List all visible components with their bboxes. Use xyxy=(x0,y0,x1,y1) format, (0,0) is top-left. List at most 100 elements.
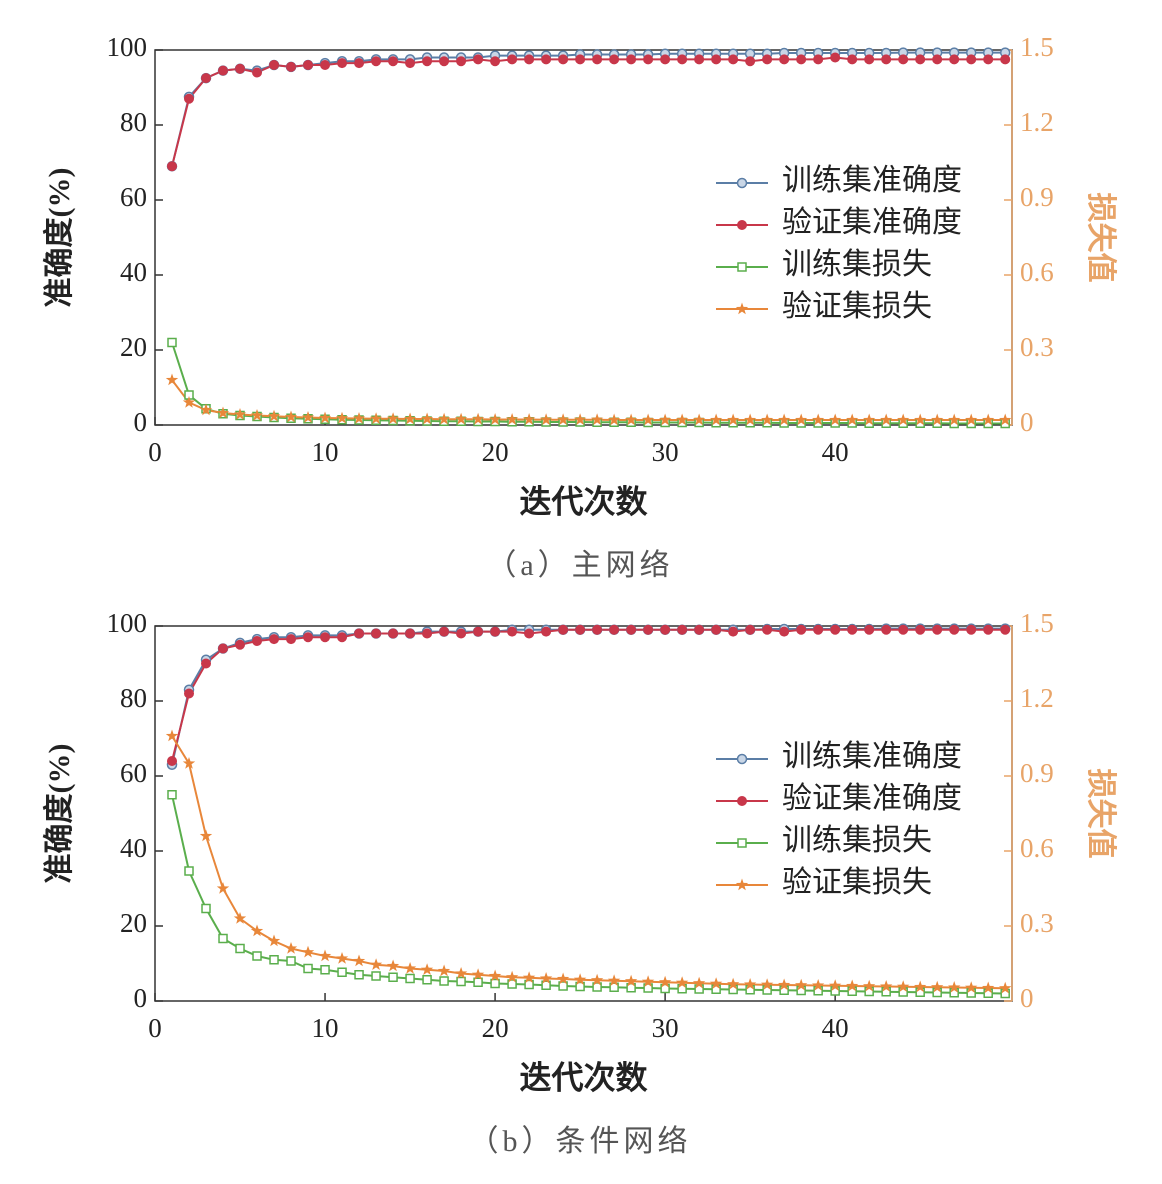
marker xyxy=(558,54,569,65)
marker xyxy=(931,980,944,993)
y2-tick-label: 0.9 xyxy=(1020,758,1054,788)
caption: （b）条件网络 xyxy=(469,1125,692,1158)
marker xyxy=(573,973,587,985)
marker xyxy=(915,54,926,65)
marker xyxy=(269,634,280,645)
marker xyxy=(337,58,348,69)
marker xyxy=(488,969,502,982)
y2-axis-title: 损失值 xyxy=(1084,193,1117,283)
marker xyxy=(575,54,586,65)
marker xyxy=(369,412,383,424)
marker xyxy=(235,639,246,650)
marker xyxy=(965,413,978,426)
y2-tick-label: 0.6 xyxy=(1020,257,1054,287)
y-axis-title: 准确度(%) xyxy=(42,168,76,308)
marker xyxy=(201,658,212,669)
marker xyxy=(471,968,485,980)
x-tick-label: 30 xyxy=(652,1013,679,1043)
marker xyxy=(812,413,825,426)
marker xyxy=(524,54,535,65)
caption: （a）主网络 xyxy=(486,549,673,582)
marker xyxy=(966,54,977,65)
marker xyxy=(320,965,330,975)
series-line xyxy=(171,56,1006,167)
marker xyxy=(473,54,484,65)
marker xyxy=(829,979,842,991)
marker xyxy=(965,981,978,993)
marker xyxy=(439,626,450,637)
marker xyxy=(881,54,892,65)
marker xyxy=(999,981,1012,994)
y2-tick-label: 0 xyxy=(1020,983,1034,1013)
marker xyxy=(556,972,570,985)
marker xyxy=(592,982,602,992)
marker xyxy=(216,406,230,419)
marker xyxy=(590,973,604,986)
marker xyxy=(456,628,467,639)
marker xyxy=(522,971,536,983)
marker xyxy=(165,729,179,742)
marker xyxy=(454,967,468,979)
marker xyxy=(999,413,1012,426)
marker xyxy=(761,413,774,426)
marker xyxy=(507,626,518,637)
marker xyxy=(167,161,178,172)
marker xyxy=(983,624,994,635)
y-tick-label: 60 xyxy=(120,182,147,212)
marker xyxy=(736,177,748,189)
marker xyxy=(675,413,689,426)
marker xyxy=(745,56,756,67)
marker xyxy=(592,54,603,65)
marker xyxy=(728,54,739,65)
y-tick-label: 100 xyxy=(107,608,148,638)
marker xyxy=(184,688,195,699)
marker xyxy=(914,413,927,426)
marker xyxy=(471,412,485,425)
marker xyxy=(318,411,332,424)
marker xyxy=(201,903,211,914)
marker xyxy=(949,54,960,65)
y2-tick-label: 1.5 xyxy=(1020,32,1054,62)
marker xyxy=(252,951,262,961)
marker xyxy=(880,413,893,426)
marker xyxy=(456,56,467,67)
marker xyxy=(762,54,773,65)
marker xyxy=(897,413,910,426)
marker xyxy=(371,56,382,67)
marker xyxy=(914,980,927,993)
marker xyxy=(235,943,245,954)
series-line xyxy=(171,379,1006,421)
marker xyxy=(796,54,807,65)
marker xyxy=(303,632,314,643)
marker xyxy=(490,626,501,637)
marker xyxy=(796,624,807,635)
marker xyxy=(709,413,723,426)
marker xyxy=(422,975,432,985)
marker xyxy=(736,753,748,765)
marker xyxy=(592,624,603,635)
marker xyxy=(727,413,740,426)
marker xyxy=(201,73,212,84)
marker xyxy=(269,60,280,70)
legend-label: 训练集损失 xyxy=(782,824,932,857)
legend-label: 验证集准确度 xyxy=(782,206,962,239)
legend-label: 验证集准确度 xyxy=(782,782,962,815)
y-axis-title: 准确度(%) xyxy=(42,744,76,884)
marker xyxy=(522,413,536,425)
marker xyxy=(505,413,519,425)
marker xyxy=(932,54,943,65)
marker xyxy=(898,54,909,65)
marker xyxy=(829,413,842,426)
marker xyxy=(675,976,689,988)
marker xyxy=(233,912,247,924)
marker xyxy=(558,981,568,991)
marker xyxy=(490,978,500,989)
marker xyxy=(607,413,621,426)
marker xyxy=(235,63,246,74)
marker xyxy=(737,838,747,848)
x-tick-label: 40 xyxy=(822,1013,849,1043)
marker xyxy=(320,632,331,643)
marker xyxy=(677,54,688,65)
marker xyxy=(948,981,961,993)
x-tick-label: 20 xyxy=(482,1013,509,1043)
